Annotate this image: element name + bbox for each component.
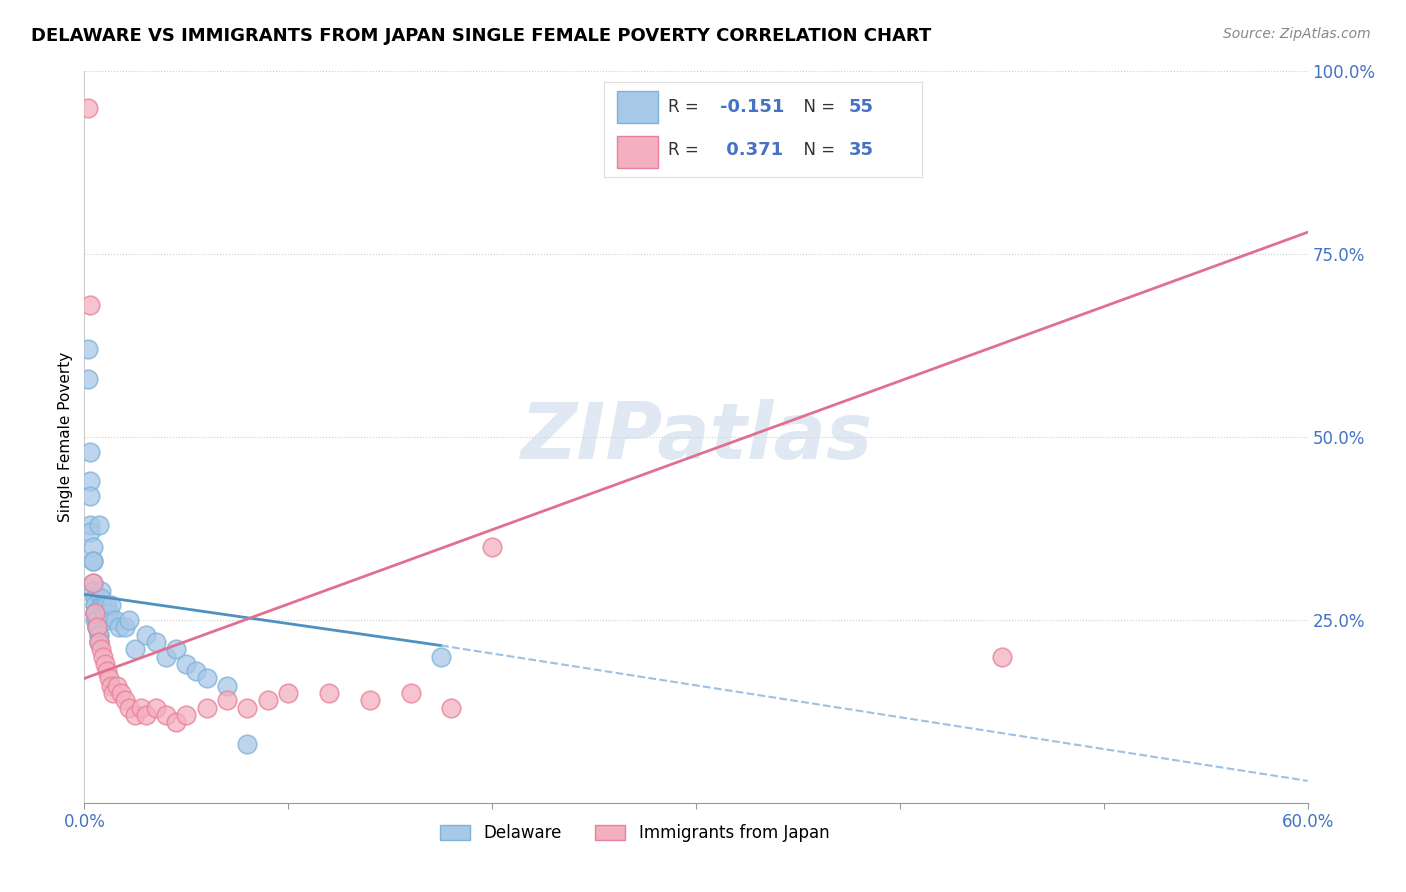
- Point: [90, 599, 112, 613]
- Point: [108, 620, 131, 634]
- Point: [399, 686, 422, 700]
- Point: [145, 700, 167, 714]
- Point: [86, 620, 108, 634]
- Point: [217, 679, 239, 693]
- Point: [101, 686, 124, 700]
- Text: Source: ZipAtlas.com: Source: ZipAtlas.com: [1223, 27, 1371, 41]
- Point: [100, 599, 122, 613]
- Point: [118, 700, 141, 714]
- Point: [83, 591, 105, 605]
- Point: [359, 693, 381, 707]
- Point: [77, 343, 100, 357]
- Point: [83, 606, 105, 620]
- Point: [440, 700, 463, 714]
- Point: [135, 627, 157, 641]
- Point: [174, 708, 197, 723]
- Point: [86, 620, 108, 634]
- Point: [87, 517, 110, 532]
- Point: [195, 700, 218, 714]
- Point: [83, 591, 105, 605]
- Point: [277, 686, 299, 700]
- Point: [79, 525, 101, 540]
- Point: [93, 606, 115, 620]
- Point: [79, 444, 101, 458]
- Point: [104, 613, 127, 627]
- Point: [87, 627, 110, 641]
- Point: [165, 715, 187, 730]
- Point: [86, 620, 108, 634]
- Point: [86, 613, 108, 627]
- Point: [93, 599, 115, 613]
- Point: [91, 599, 114, 613]
- Point: [155, 708, 177, 723]
- Point: [83, 599, 105, 613]
- Point: [165, 642, 187, 657]
- Point: [91, 649, 114, 664]
- Point: [97, 613, 120, 627]
- Point: [87, 635, 110, 649]
- Point: [124, 708, 146, 723]
- Point: [430, 649, 453, 664]
- Point: [90, 591, 112, 605]
- Point: [91, 606, 114, 620]
- Point: [79, 474, 101, 488]
- Point: [83, 613, 105, 627]
- Point: [174, 657, 197, 671]
- Point: [114, 620, 136, 634]
- Point: [155, 649, 177, 664]
- Point: [82, 540, 104, 554]
- Point: [77, 371, 100, 385]
- Point: [90, 583, 112, 598]
- Point: [118, 613, 141, 627]
- Y-axis label: Single Female Poverty: Single Female Poverty: [58, 352, 73, 522]
- Point: [105, 679, 128, 693]
- Point: [82, 583, 104, 598]
- Point: [77, 101, 100, 115]
- Point: [100, 679, 122, 693]
- Point: [124, 642, 146, 657]
- Point: [86, 620, 108, 634]
- Point: [236, 700, 259, 714]
- Point: [257, 693, 280, 707]
- Point: [83, 606, 105, 620]
- Point: [93, 657, 115, 671]
- Point: [318, 686, 340, 700]
- Point: [86, 613, 108, 627]
- Point: [90, 642, 112, 657]
- Point: [97, 606, 120, 620]
- Point: [82, 576, 104, 591]
- Point: [82, 554, 104, 568]
- Text: DELAWARE VS IMMIGRANTS FROM JAPAN SINGLE FEMALE POVERTY CORRELATION CHART: DELAWARE VS IMMIGRANTS FROM JAPAN SINGLE…: [31, 27, 931, 45]
- Point: [481, 540, 503, 554]
- Point: [145, 635, 167, 649]
- Point: [83, 606, 105, 620]
- Point: [87, 627, 110, 641]
- Point: [96, 599, 118, 613]
- Point: [195, 672, 218, 686]
- Point: [236, 737, 259, 751]
- Point: [83, 599, 105, 613]
- Point: [82, 576, 104, 591]
- Point: [87, 635, 110, 649]
- Point: [79, 517, 101, 532]
- Point: [131, 700, 153, 714]
- Point: [96, 664, 118, 678]
- Point: [217, 693, 239, 707]
- Point: [991, 649, 1014, 664]
- Point: [97, 672, 120, 686]
- Legend: Delaware, Immigrants from Japan: Delaware, Immigrants from Japan: [440, 824, 830, 842]
- Point: [82, 554, 104, 568]
- Point: [87, 635, 110, 649]
- Point: [110, 686, 132, 700]
- Point: [79, 489, 101, 503]
- Point: [135, 708, 157, 723]
- Point: [114, 693, 136, 707]
- Point: [79, 298, 101, 312]
- Text: ZIPatlas: ZIPatlas: [520, 399, 872, 475]
- Point: [186, 664, 208, 678]
